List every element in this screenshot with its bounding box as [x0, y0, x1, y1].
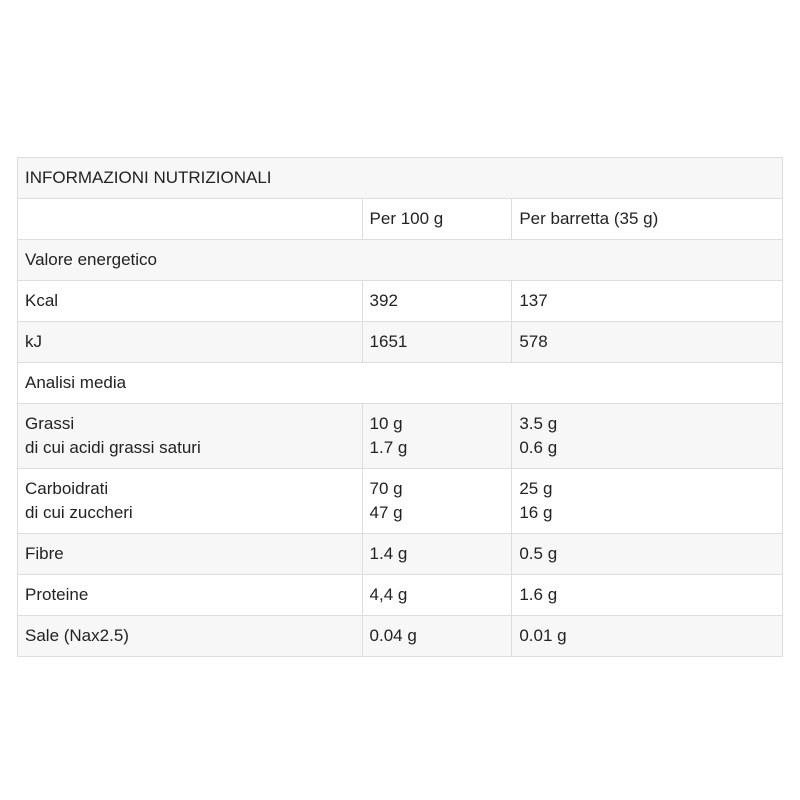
- data-cell: Carboidrati di cui zuccheri: [17, 468, 363, 534]
- cell-text: 0.5 g: [519, 544, 558, 563]
- cell-text: Valore energetico: [25, 250, 157, 269]
- data-cell: 3.5 g 0.6 g: [511, 403, 783, 469]
- table-row: Carboidrati di cui zuccheri 70 g 47 g 25 g 16…: [17, 468, 783, 534]
- table-row: Sale (Nax2.5) 0.04 g 0.01 g: [17, 615, 783, 657]
- section-cell: Valore energetico: [17, 239, 783, 281]
- table-row: Fibre 1.4 g 0.5 g: [17, 533, 783, 575]
- table-row: Kcal 392 137: [17, 280, 783, 322]
- data-cell: Kcal: [17, 280, 363, 322]
- cell-text: Per 100 g: [369, 209, 444, 228]
- cell-text: Kcal: [25, 291, 59, 310]
- cell-text: Per barretta (35 g): [519, 209, 659, 228]
- cell-text: di cui zuccheri: [25, 503, 133, 522]
- header-cell: [17, 198, 363, 240]
- table-row: Per 100 g Per barretta (35 g): [17, 198, 783, 240]
- cell-text: di cui acidi grassi saturi: [25, 438, 201, 457]
- table-row: Valore energetico: [17, 239, 783, 281]
- cell-text: Proteine: [25, 585, 89, 604]
- cell-text: Analisi media: [25, 373, 127, 392]
- cell-text: 25 g: [519, 479, 553, 498]
- data-cell: Proteine: [17, 574, 363, 616]
- cell-text: Carboidrati: [25, 479, 109, 498]
- cell-text: kJ: [25, 332, 42, 351]
- cell-text: 3.5 g: [519, 414, 558, 433]
- cell-text: 1.7 g: [369, 438, 408, 457]
- data-cell: 4,4 g: [361, 574, 513, 616]
- data-cell: Fibre: [17, 533, 363, 575]
- table-row: INFORMAZIONI NUTRIZIONALI: [17, 157, 783, 199]
- nutrition-table: INFORMAZIONI NUTRIZIONALI Per 100 g Per ba…: [17, 157, 783, 657]
- data-cell: 25 g 16 g: [511, 468, 783, 534]
- header-cell: Per barretta (35 g): [511, 198, 783, 240]
- data-cell: 392: [361, 280, 513, 322]
- cell-text: 0.04 g: [369, 626, 417, 645]
- cell-text: 578: [519, 332, 548, 351]
- data-cell: Grassi di cui acidi grassi saturi: [17, 403, 363, 469]
- cell-text: 137: [519, 291, 548, 310]
- cell-text: 1.6 g: [519, 585, 558, 604]
- cell-text: 4,4 g: [369, 585, 408, 604]
- cell-text: 1651: [369, 332, 408, 351]
- table-row: Proteine 4,4 g 1.6 g: [17, 574, 783, 616]
- data-cell: 10 g 1.7 g: [361, 403, 513, 469]
- data-cell: 0.01 g: [511, 615, 783, 657]
- cell-text: 0.6 g: [519, 438, 558, 457]
- data-cell: 578: [511, 321, 783, 363]
- data-cell: 0.5 g: [511, 533, 783, 575]
- section-cell: Analisi media: [17, 362, 783, 404]
- data-cell: 137: [511, 280, 783, 322]
- cell-text: Grassi: [25, 414, 75, 433]
- data-cell: 0.04 g: [361, 615, 513, 657]
- table-row: kJ 1651 578: [17, 321, 783, 363]
- data-cell: kJ: [17, 321, 363, 363]
- header-cell: Per 100 g: [361, 198, 513, 240]
- cell-text: 10 g: [369, 414, 403, 433]
- data-cell: 1.4 g: [361, 533, 513, 575]
- cell-text: 0.01 g: [519, 626, 567, 645]
- cell-text: INFORMAZIONI NUTRIZIONALI: [25, 168, 272, 187]
- cell-text: 16 g: [519, 503, 553, 522]
- cell-text: 47 g: [369, 503, 403, 522]
- data-cell: 70 g 47 g: [361, 468, 513, 534]
- table-row: Analisi media: [17, 362, 783, 404]
- cell-text: 70 g: [369, 479, 403, 498]
- data-cell: 1.6 g: [511, 574, 783, 616]
- cell-text: 392: [369, 291, 398, 310]
- table-row: Grassi di cui acidi grassi saturi 10 g 1.7 …: [17, 403, 783, 469]
- data-cell: 1651: [361, 321, 513, 363]
- cell-text: 1.4 g: [369, 544, 408, 563]
- data-cell: Sale (Nax2.5): [17, 615, 363, 657]
- title-cell: INFORMAZIONI NUTRIZIONALI: [17, 157, 783, 199]
- cell-text: Fibre: [25, 544, 64, 563]
- cell-text: Sale (Nax2.5): [25, 626, 129, 645]
